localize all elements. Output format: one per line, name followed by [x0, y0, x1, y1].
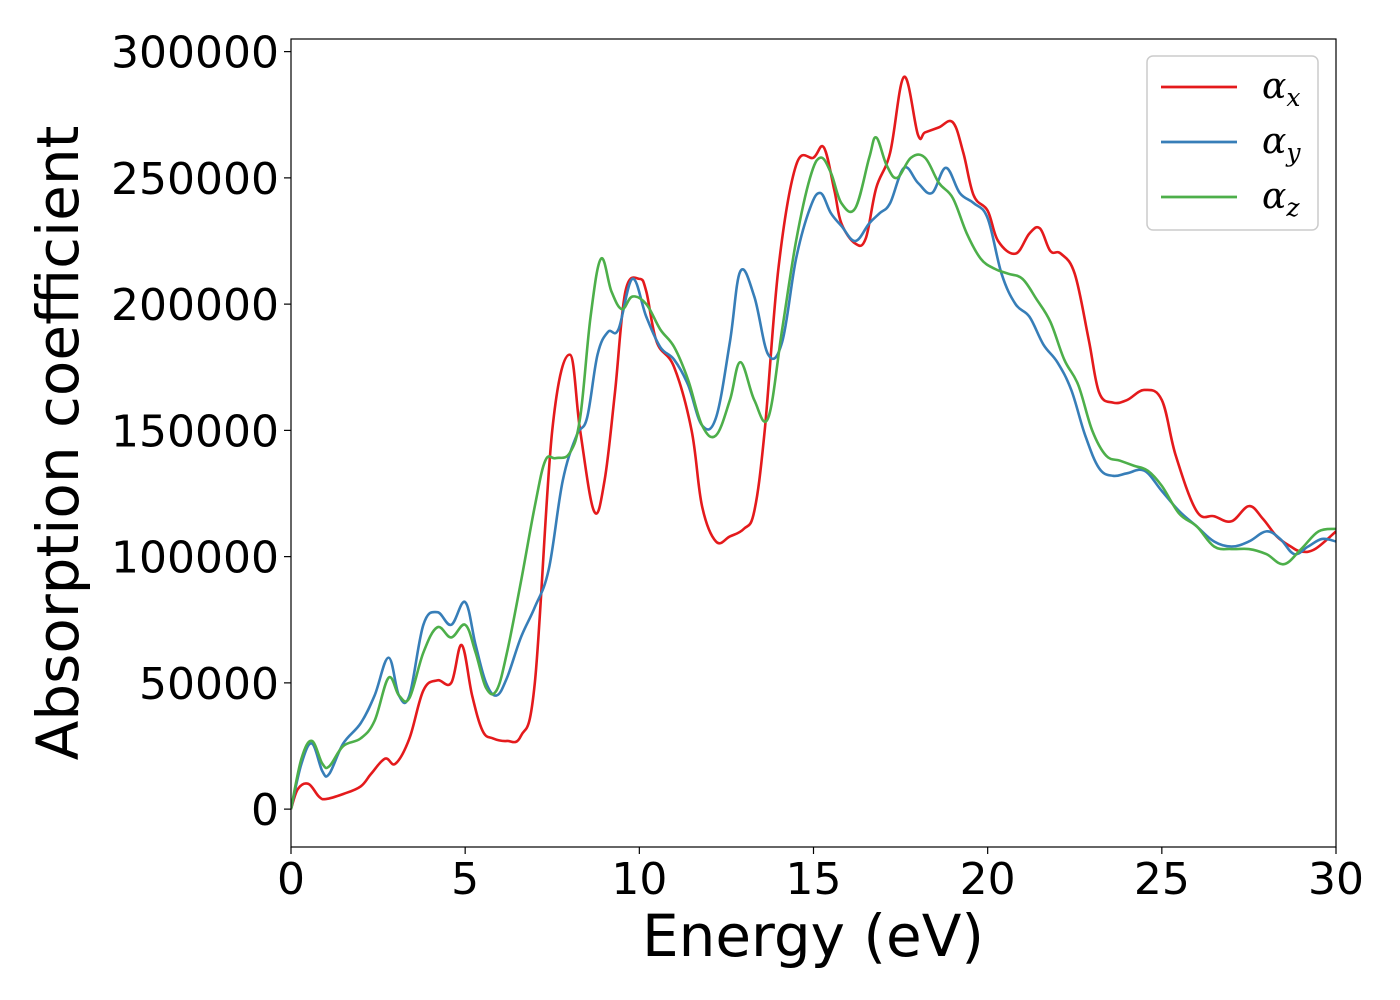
- legend-subscript-y: y: [1285, 138, 1301, 167]
- y-tick-label: 100000: [111, 533, 279, 584]
- series-line-α-x: [291, 75, 1336, 810]
- x-tick-label: 15: [786, 854, 842, 905]
- y-tick-label: 300000: [111, 28, 279, 79]
- series-line-α-z: [291, 136, 1336, 810]
- legend-subscript-x: x: [1286, 83, 1300, 112]
- y-axis: 0 50000 100000 150000 200000 250000 300000: [111, 28, 291, 836]
- x-axis: 0 5 10 15 20 25 30: [277, 847, 1364, 905]
- x-tick-label: 0: [277, 854, 305, 905]
- y-tick-label: 150000: [111, 406, 279, 457]
- y-tick-label: 0: [251, 785, 279, 836]
- series-layer: [291, 75, 1336, 810]
- legend-subscript-z: z: [1285, 193, 1300, 222]
- x-tick-label: 30: [1308, 854, 1364, 905]
- x-tick-label: 10: [611, 854, 667, 905]
- x-axis-label: Energy (eV): [642, 902, 984, 970]
- y-tick-label: 200000: [111, 280, 279, 331]
- x-tick-label: 25: [1134, 854, 1190, 905]
- x-tick-label: 5: [451, 854, 479, 905]
- y-tick-label: 50000: [139, 659, 279, 710]
- x-tick-label: 20: [960, 854, 1016, 905]
- y-axis-label: Absorption coefficient: [24, 126, 92, 761]
- y-tick-label: 250000: [111, 154, 279, 205]
